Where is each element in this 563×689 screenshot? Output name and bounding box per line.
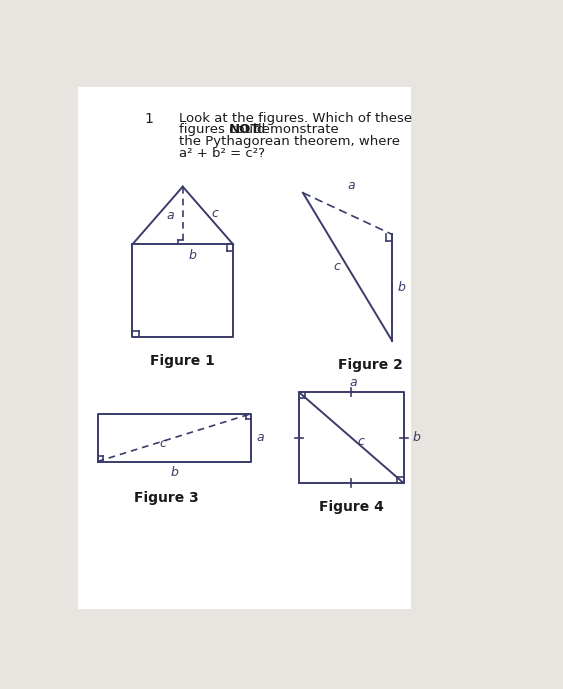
Text: figures could: figures could <box>179 123 270 136</box>
Text: a: a <box>349 376 357 389</box>
Text: Figure 3: Figure 3 <box>134 491 199 505</box>
Text: a: a <box>347 178 355 192</box>
Text: c: c <box>333 260 340 274</box>
Text: Figure 1: Figure 1 <box>150 353 215 368</box>
Text: a² + b² = c²?: a² + b² = c²? <box>179 147 265 160</box>
Bar <box>78 87 412 608</box>
Text: c: c <box>159 438 166 451</box>
Text: c: c <box>212 207 218 220</box>
Text: a: a <box>256 431 264 444</box>
Text: NOT: NOT <box>229 123 260 136</box>
Text: b: b <box>170 466 178 479</box>
Text: Look at the figures. Which of these: Look at the figures. Which of these <box>179 112 412 125</box>
Text: Figure 2: Figure 2 <box>338 358 403 371</box>
Text: c: c <box>357 435 364 448</box>
Text: 1: 1 <box>144 112 153 126</box>
Text: b: b <box>412 431 420 444</box>
Text: Figure 4: Figure 4 <box>319 500 384 514</box>
Text: a: a <box>167 209 174 222</box>
Text: the Pythagorean theorem, where: the Pythagorean theorem, where <box>179 135 400 148</box>
Text: b: b <box>188 249 196 262</box>
Text: b: b <box>397 281 405 294</box>
Text: demonstrate: demonstrate <box>249 123 338 136</box>
